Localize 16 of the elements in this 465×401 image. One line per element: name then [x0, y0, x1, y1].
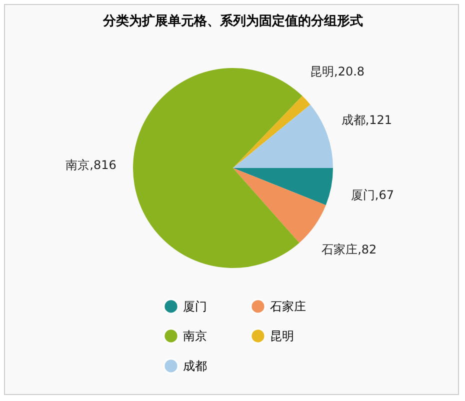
legend-label: 南京 [183, 329, 207, 343]
legend-label: 石家庄 [270, 299, 306, 314]
legend-label: 成都 [183, 359, 207, 373]
data-label: 石家庄,82 [322, 242, 377, 257]
chart-title: 分类为扩展单元格、系列为固定值的分组形式 [102, 13, 363, 29]
data-label: 厦门,67 [350, 188, 394, 202]
pie-slice [233, 168, 333, 206]
data-label: 成都,121 [341, 113, 392, 128]
pie-slice [133, 68, 302, 268]
data-label: 南京,816 [66, 158, 116, 172]
pie-slice [233, 104, 333, 168]
data-label: 昆明,20.8 [310, 64, 365, 79]
legend-label: 厦门 [183, 299, 207, 314]
pie-slice [233, 96, 310, 168]
pie-slice [233, 168, 326, 243]
legend-label: 昆明 [270, 329, 294, 343]
